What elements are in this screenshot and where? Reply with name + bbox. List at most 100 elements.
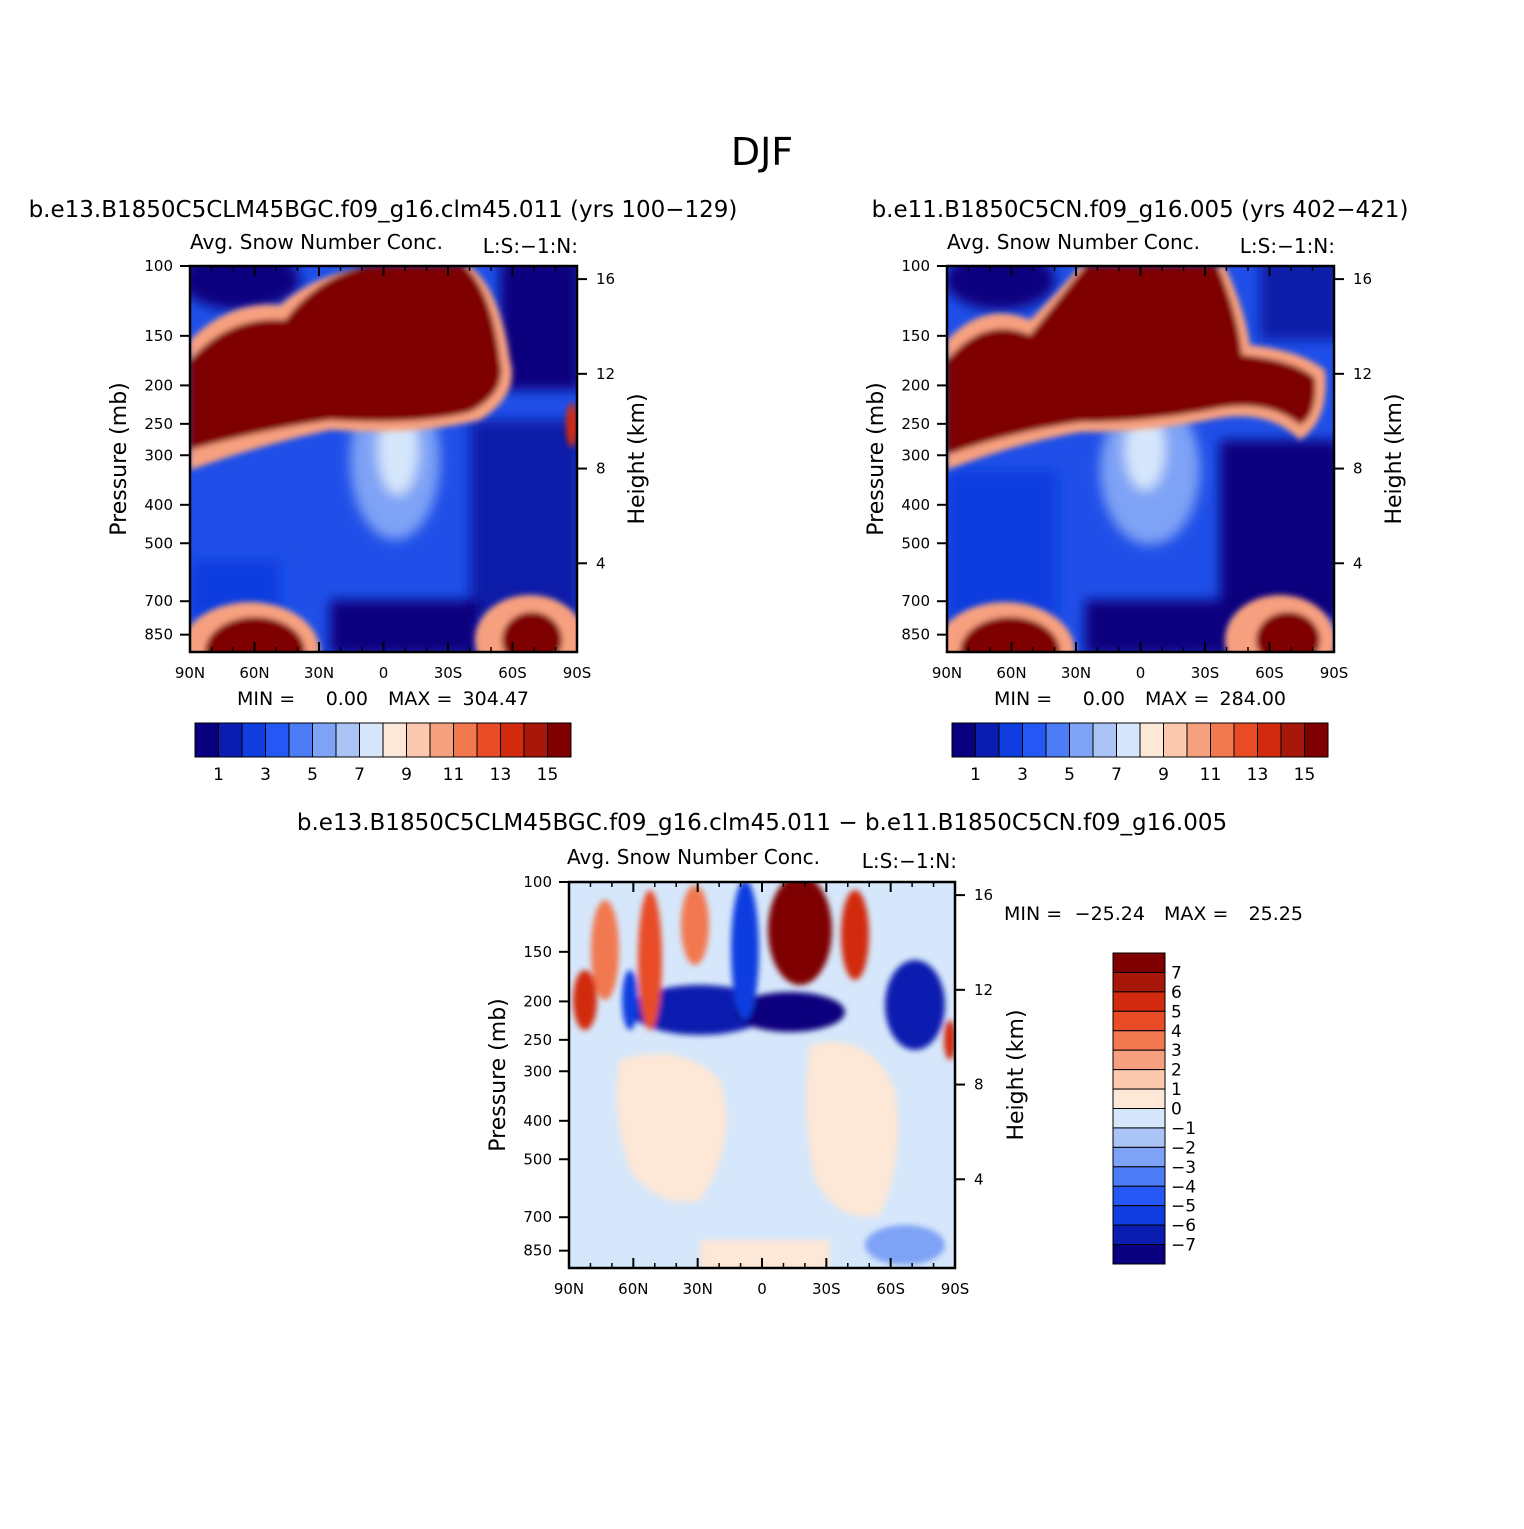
y-right-tick-label: 16	[596, 270, 615, 288]
colorbar-box	[453, 722, 478, 758]
field-deep-blue-right	[470, 420, 577, 620]
colorbar-box	[218, 722, 243, 758]
x-tick-label: 90N	[554, 1280, 584, 1298]
y-tick-label: 250	[144, 415, 173, 433]
colorbar-label: 1	[213, 765, 224, 785]
y-tick-label: 200	[523, 992, 552, 1010]
colorbar-box	[1112, 1030, 1166, 1051]
panel-case2: b.e11.B1850C5CN.f09_g16.005 (yrs 402−421…	[864, 197, 1408, 785]
colorbar-box	[335, 722, 360, 758]
colorbar-box	[241, 722, 266, 758]
field-pos-left-3	[573, 970, 597, 1030]
colorbar-box	[1112, 971, 1166, 993]
field-positive-near-surface	[700, 1240, 830, 1268]
y-right-tick-label: 4	[974, 1170, 984, 1188]
field-deep-blue-bottom	[330, 600, 480, 652]
colorbar-box	[1139, 722, 1164, 758]
panel-diff-subtitle-right: L:S:−1:N:	[862, 849, 957, 873]
colorbar-label: 6	[1171, 983, 1182, 1003]
x-tick-label: 0	[757, 1280, 767, 1298]
colorbar-box	[1112, 1185, 1166, 1207]
field-pos-left-2	[638, 890, 662, 1030]
colorbar-label: 5	[307, 765, 318, 785]
colorbar-box	[1069, 722, 1094, 758]
y-tick-label: 850	[901, 626, 930, 644]
panel-diff-subtitle-left: Avg. Snow Number Conc.	[567, 845, 820, 869]
y-tick-label: 150	[901, 327, 930, 345]
panel-diff-ylabel-right: Height (km)	[1004, 1009, 1029, 1140]
x-tick-label: 60S	[1255, 664, 1284, 682]
colorbar-label: −1	[1171, 1119, 1196, 1139]
panel-diff-field	[569, 882, 955, 1268]
x-tick-label: 90N	[932, 664, 962, 682]
colorbar-label: 15	[1294, 765, 1316, 785]
x-tick-label: 60S	[498, 664, 527, 682]
panel-case2-ylabel-right: Height (km)	[1382, 393, 1407, 524]
colorbar-label: 3	[260, 765, 271, 785]
y-tick-label: 500	[144, 534, 173, 552]
colorbar-label: 13	[1247, 765, 1269, 785]
y-right-tick-label: 8	[1353, 460, 1363, 478]
y-tick-label: 300	[523, 1062, 552, 1080]
y-tick-label: 500	[523, 1150, 552, 1168]
x-tick-label: 60N	[618, 1280, 648, 1298]
colorbar-label: 1	[1171, 1080, 1182, 1100]
x-tick-label: 30N	[683, 1280, 713, 1298]
colorbar-label: 15	[537, 765, 559, 785]
x-tick-label: 0	[379, 664, 389, 682]
colorbar-box	[1304, 722, 1329, 758]
colorbar-label: 7	[354, 765, 365, 785]
colorbar-box	[1112, 1224, 1166, 1246]
field-pos-upper-mid	[681, 885, 709, 965]
colorbar-box	[265, 722, 290, 758]
field-deep-blue-bottom	[1085, 600, 1235, 652]
colorbar-box	[1112, 1146, 1166, 1168]
y-tick-label: 700	[523, 1208, 552, 1226]
colorbar-box	[523, 722, 548, 758]
x-tick-label: 60S	[876, 1280, 905, 1298]
colorbar-label: 0	[1171, 1100, 1182, 1120]
colorbar-label: 11	[1200, 765, 1222, 785]
panel-diff-title: b.e13.B1850C5CLM45BGC.f09_g16.clm45.011 …	[297, 810, 1227, 836]
x-tick-label: 30N	[1061, 664, 1091, 682]
panel-diff-axes: 90N 60N 30N 0 30S 60S 90S 100 150 200 250 300 400 500…	[523, 873, 993, 1298]
colorbar-label: 7	[1111, 765, 1122, 785]
field-mid-blue-left	[947, 470, 1057, 620]
x-tick-label: 90S	[1320, 664, 1349, 682]
field-upper-max	[190, 266, 502, 450]
panel-case2-field	[947, 266, 1334, 652]
field-blue-top-left	[190, 266, 300, 310]
colorbar-label: 5	[1064, 765, 1075, 785]
colorbar-label: −5	[1171, 1197, 1196, 1217]
panel-case2-min-label: MIN =	[994, 688, 1052, 710]
panel-case2-ylabel: Pressure (mb)	[864, 382, 889, 536]
field-positive-blob-a	[616, 1053, 727, 1202]
y-tick-label: 850	[523, 1242, 552, 1260]
y-right-tick-label: 4	[596, 554, 606, 572]
colorbar-box	[500, 722, 525, 758]
panel-case2-axes: 90N 60N 30N 0 30S 60S 90S 100 150 200 250 300 400 500…	[901, 257, 1372, 682]
y-right-tick-label: 8	[974, 1076, 984, 1094]
y-tick-label: 400	[523, 1112, 552, 1130]
y-tick-label: 150	[523, 943, 552, 961]
field-deep-blue-upper-right	[500, 266, 577, 390]
panel-case1-min-label: MIN =	[237, 688, 295, 710]
colorbar-box	[1163, 722, 1188, 758]
panel-case1-max-label: MAX =	[388, 688, 452, 710]
y-right-tick-label: 12	[1353, 365, 1372, 383]
colorbar-label: −6	[1171, 1216, 1196, 1236]
field-lower-right-max	[502, 612, 562, 652]
x-tick-label: 30S	[1191, 664, 1220, 682]
field-edge-spot	[566, 403, 577, 447]
figure-title: DJF	[731, 130, 793, 174]
colorbar-box	[1022, 722, 1047, 758]
colorbar-label: −4	[1171, 1177, 1196, 1197]
x-tick-label: 90S	[941, 1280, 970, 1298]
y-tick-label: 500	[901, 534, 930, 552]
y-tick-label: 100	[523, 873, 552, 891]
panel-case1-colorbar: 1 3 5 7 9 11 13 15	[194, 722, 572, 785]
colorbar-box	[1257, 722, 1282, 758]
x-tick-label: 30S	[434, 664, 463, 682]
colorbar-box	[476, 722, 501, 758]
